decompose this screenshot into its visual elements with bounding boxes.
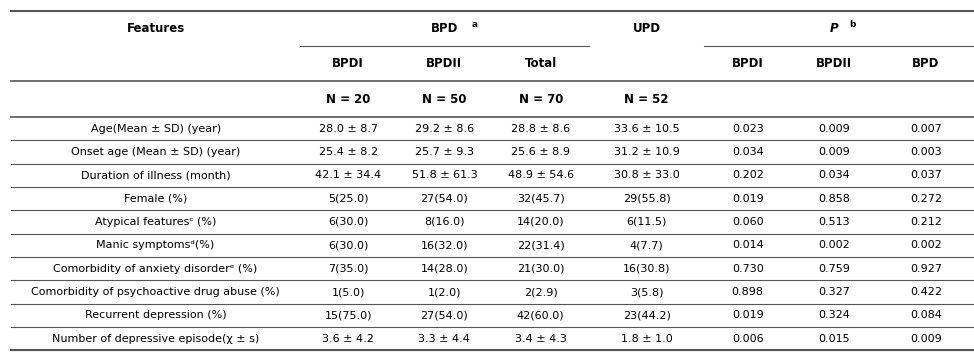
Text: 6(30.0): 6(30.0) — [328, 240, 368, 250]
Text: 25.4 ± 8.2: 25.4 ± 8.2 — [318, 147, 378, 157]
Text: 0.272: 0.272 — [910, 194, 942, 204]
Text: 25.6 ± 8.9: 25.6 ± 8.9 — [511, 147, 570, 157]
Text: 7(35.0): 7(35.0) — [328, 264, 368, 274]
Text: BPD: BPD — [913, 57, 940, 70]
Text: 16(30.8): 16(30.8) — [623, 264, 670, 274]
Text: 0.202: 0.202 — [731, 170, 764, 180]
Text: Manic symptomsᵈ(%): Manic symptomsᵈ(%) — [96, 240, 214, 250]
Text: 0.019: 0.019 — [731, 310, 764, 320]
Text: 0.730: 0.730 — [731, 264, 764, 274]
Text: 0.034: 0.034 — [818, 170, 850, 180]
Text: 0.422: 0.422 — [910, 287, 942, 297]
Text: 16(32.0): 16(32.0) — [421, 240, 468, 250]
Text: BPDI: BPDI — [332, 57, 364, 70]
Text: N = 52: N = 52 — [624, 93, 669, 105]
Text: 25.7 ± 9.3: 25.7 ± 9.3 — [415, 147, 474, 157]
Text: b: b — [848, 19, 855, 29]
Text: 3.6 ± 4.2: 3.6 ± 4.2 — [322, 334, 374, 344]
Text: 32(45.7): 32(45.7) — [517, 194, 565, 204]
Text: Age(Mean ± SD) (year): Age(Mean ± SD) (year) — [91, 124, 221, 133]
Text: 0.927: 0.927 — [910, 264, 942, 274]
Text: 0.023: 0.023 — [731, 124, 764, 133]
Text: 0.898: 0.898 — [731, 287, 764, 297]
Text: 3.3 ± 4.4: 3.3 ± 4.4 — [419, 334, 470, 344]
Text: 0.007: 0.007 — [910, 124, 942, 133]
Text: 51.8 ± 61.3: 51.8 ± 61.3 — [412, 170, 477, 180]
Text: 33.6 ± 10.5: 33.6 ± 10.5 — [614, 124, 680, 133]
Text: 0.009: 0.009 — [910, 334, 942, 344]
Text: 8(16.0): 8(16.0) — [425, 217, 465, 227]
Text: 22(31.4): 22(31.4) — [517, 240, 565, 250]
Text: 0.002: 0.002 — [910, 240, 942, 250]
Text: a: a — [471, 19, 477, 29]
Text: 0.015: 0.015 — [818, 334, 850, 344]
Text: Atypical featuresᶜ (%): Atypical featuresᶜ (%) — [94, 217, 216, 227]
Text: 0.002: 0.002 — [818, 240, 850, 250]
Text: 0.858: 0.858 — [818, 194, 850, 204]
Text: 5(25.0): 5(25.0) — [328, 194, 368, 204]
Text: Comorbidity of psychoactive drug abuse (%): Comorbidity of psychoactive drug abuse (… — [31, 287, 280, 297]
Text: 14(28.0): 14(28.0) — [421, 264, 468, 274]
Text: 15(75.0): 15(75.0) — [324, 310, 372, 320]
Text: 6(30.0): 6(30.0) — [328, 217, 368, 227]
Text: Features: Features — [127, 22, 185, 35]
Text: BPDII: BPDII — [816, 57, 852, 70]
Text: 27(54.0): 27(54.0) — [421, 310, 468, 320]
Text: 14(20.0): 14(20.0) — [517, 217, 565, 227]
Text: N = 20: N = 20 — [326, 93, 370, 105]
Text: 0.009: 0.009 — [818, 124, 850, 133]
Text: 27(54.0): 27(54.0) — [421, 194, 468, 204]
Text: 29.2 ± 8.6: 29.2 ± 8.6 — [415, 124, 474, 133]
Text: 42.1 ± 34.4: 42.1 ± 34.4 — [315, 170, 381, 180]
Text: 0.009: 0.009 — [818, 147, 850, 157]
Text: 3.4 ± 4.3: 3.4 ± 4.3 — [515, 334, 567, 344]
Text: 0.759: 0.759 — [818, 264, 850, 274]
Text: Number of depressive episode(χ ± s): Number of depressive episode(χ ± s) — [52, 334, 259, 344]
Text: 0.324: 0.324 — [818, 310, 850, 320]
Text: 2(2.9): 2(2.9) — [524, 287, 557, 297]
Text: 1(2.0): 1(2.0) — [428, 287, 461, 297]
Text: UPD: UPD — [633, 22, 660, 35]
Text: 0.037: 0.037 — [910, 170, 942, 180]
Text: BPDI: BPDI — [731, 57, 764, 70]
Text: Comorbidity of anxiety disorderᵉ (%): Comorbidity of anxiety disorderᵉ (%) — [54, 264, 258, 274]
Text: 3(5.8): 3(5.8) — [630, 287, 663, 297]
Text: Total: Total — [525, 57, 557, 70]
Text: 0.034: 0.034 — [731, 147, 764, 157]
Text: 0.003: 0.003 — [910, 147, 942, 157]
Text: 28.8 ± 8.6: 28.8 ± 8.6 — [511, 124, 571, 133]
Text: 0.019: 0.019 — [731, 194, 764, 204]
Text: 48.9 ± 54.6: 48.9 ± 54.6 — [507, 170, 574, 180]
Text: N = 50: N = 50 — [422, 93, 467, 105]
Text: BPD: BPD — [431, 22, 458, 35]
Text: 31.2 ± 10.9: 31.2 ± 10.9 — [614, 147, 680, 157]
Text: P: P — [830, 22, 839, 35]
Text: 6(11.5): 6(11.5) — [626, 217, 667, 227]
Text: 0.014: 0.014 — [731, 240, 764, 250]
Text: 0.327: 0.327 — [818, 287, 850, 297]
Text: Female (%): Female (%) — [124, 194, 187, 204]
Text: 42(60.0): 42(60.0) — [517, 310, 565, 320]
Text: Duration of illness (month): Duration of illness (month) — [81, 170, 231, 180]
Text: 0.212: 0.212 — [910, 217, 942, 227]
Text: 1.8 ± 1.0: 1.8 ± 1.0 — [620, 334, 672, 344]
Text: 28.0 ± 8.7: 28.0 ± 8.7 — [318, 124, 378, 133]
Text: 0.513: 0.513 — [818, 217, 850, 227]
Text: 0.060: 0.060 — [731, 217, 764, 227]
Text: Recurrent depression (%): Recurrent depression (%) — [85, 310, 226, 320]
Text: Onset age (Mean ± SD) (year): Onset age (Mean ± SD) (year) — [71, 147, 241, 157]
Text: 4(7.7): 4(7.7) — [630, 240, 663, 250]
Text: 23(44.2): 23(44.2) — [622, 310, 670, 320]
Text: 0.006: 0.006 — [731, 334, 764, 344]
Text: 0.084: 0.084 — [910, 310, 942, 320]
Text: 1(5.0): 1(5.0) — [331, 287, 365, 297]
Text: N = 70: N = 70 — [518, 93, 563, 105]
Text: BPDII: BPDII — [427, 57, 463, 70]
Text: 30.8 ± 33.0: 30.8 ± 33.0 — [614, 170, 680, 180]
Text: 29(55.8): 29(55.8) — [622, 194, 670, 204]
Text: 21(30.0): 21(30.0) — [517, 264, 565, 274]
